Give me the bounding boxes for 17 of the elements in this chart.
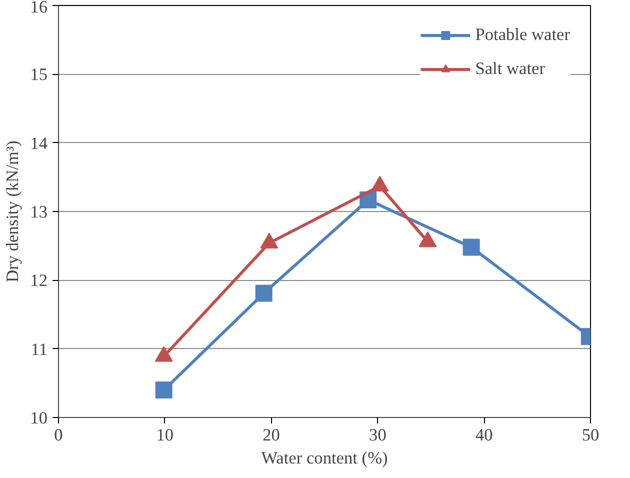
- legend-label: Salt water: [475, 59, 545, 79]
- x-tick-label: 50: [582, 426, 600, 444]
- x-tick-label: 0: [54, 426, 63, 444]
- y-tick-label: 14: [30, 134, 48, 153]
- legend-label: Potable water: [475, 25, 570, 45]
- y-tick-label: 16: [30, 0, 48, 16]
- y-tick-label: 15: [30, 65, 48, 84]
- y-tick-label: 12: [30, 271, 48, 290]
- x-tick-label: 20: [262, 426, 280, 444]
- y-tick-label: 10: [30, 408, 48, 428]
- x-tick-label: 30: [369, 426, 386, 444]
- y-tick-label: 11: [30, 340, 48, 359]
- x-tick-label: 40: [475, 426, 493, 444]
- x-axis-title: Water content (%): [261, 448, 388, 468]
- y-axis-title: Dry density (kN/m³): [3, 140, 22, 282]
- y-tick-label: 13: [30, 202, 48, 222]
- x-tick-label: 10: [156, 426, 174, 444]
